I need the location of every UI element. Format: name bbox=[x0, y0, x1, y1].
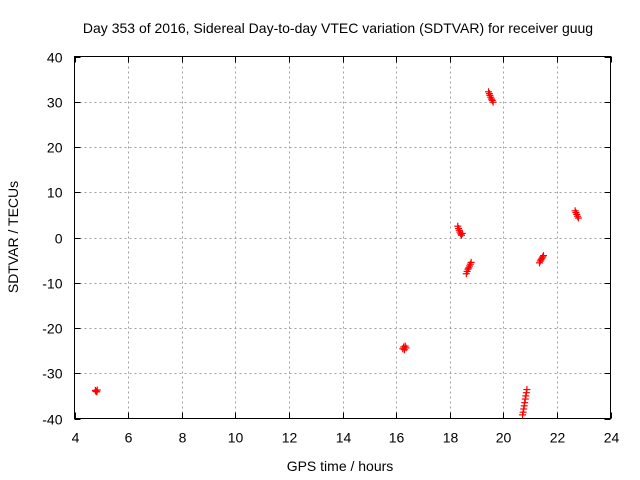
x-tick-label: 14 bbox=[336, 430, 352, 446]
y-axis-label: SDTVAR / TECUs bbox=[5, 181, 21, 293]
x-tick-label: 16 bbox=[389, 430, 405, 446]
data-point bbox=[539, 253, 547, 261]
axis-ticks bbox=[74, 56, 612, 420]
data-point bbox=[488, 95, 496, 103]
y-tick-label: -40 bbox=[42, 412, 62, 428]
data-point bbox=[467, 258, 475, 266]
y-axis-tick-labels: -40 -30 -20 -10 0 10 20 30 40 bbox=[42, 50, 62, 428]
data-point bbox=[523, 386, 531, 394]
x-axis-tick-labels: 4 6 8 10 12 14 16 18 20 22 24 bbox=[72, 430, 620, 446]
x-tick-label: 8 bbox=[179, 430, 187, 446]
x-tick-label: 20 bbox=[496, 430, 512, 446]
data-point bbox=[458, 229, 466, 237]
data-points bbox=[91, 88, 582, 419]
x-tick-label: 22 bbox=[550, 430, 566, 446]
y-tick-label: 20 bbox=[47, 140, 63, 156]
y-tick-label: 0 bbox=[55, 231, 63, 247]
y-tick-label: 30 bbox=[47, 95, 63, 111]
data-point bbox=[489, 98, 497, 106]
x-tick-label: 4 bbox=[72, 430, 80, 446]
x-tick-label: 10 bbox=[228, 430, 244, 446]
data-point bbox=[402, 344, 410, 352]
x-axis-label: GPS time / hours bbox=[287, 458, 394, 474]
x-tick-label: 6 bbox=[125, 430, 133, 446]
y-tick-label: 10 bbox=[47, 185, 63, 201]
x-tick-label: 18 bbox=[443, 430, 459, 446]
y-tick-label: -10 bbox=[42, 276, 62, 292]
y-tick-label: -20 bbox=[42, 321, 62, 337]
grid-lines bbox=[74, 56, 611, 419]
y-tick-label: 40 bbox=[47, 50, 63, 66]
data-point bbox=[93, 386, 101, 394]
chart-title: Day 353 of 2016, Sidereal Day-to-day VTE… bbox=[83, 20, 593, 36]
plot-frame bbox=[74, 56, 611, 419]
data-point bbox=[574, 214, 582, 222]
data-point bbox=[573, 210, 581, 218]
data-point bbox=[540, 252, 547, 260]
y-tick-label: -30 bbox=[42, 366, 62, 382]
x-tick-label: 12 bbox=[282, 430, 298, 446]
data-point bbox=[464, 265, 472, 273]
x-tick-label: 24 bbox=[604, 430, 620, 446]
